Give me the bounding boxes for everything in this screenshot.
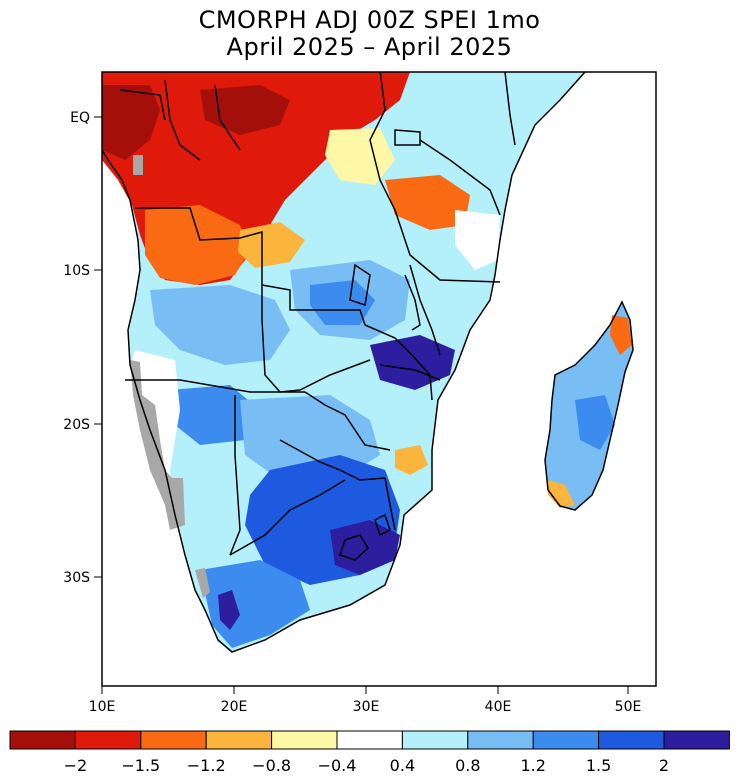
x-tick-label: 50E bbox=[615, 699, 642, 715]
no-data-region bbox=[195, 568, 210, 598]
severe-dry-patch bbox=[102, 85, 160, 160]
x-tick-label: 30E bbox=[353, 699, 380, 715]
colorbar-label: 0.8 bbox=[455, 756, 480, 775]
colorbar-swatch bbox=[598, 730, 665, 750]
wet-patch bbox=[150, 285, 290, 365]
colorbar-label: −0.8 bbox=[252, 756, 291, 775]
y-tick-label: EQ bbox=[70, 110, 90, 126]
very-wet-patch bbox=[310, 280, 375, 325]
colorbar-label: 1.2 bbox=[520, 756, 545, 775]
colorbar-swatch bbox=[205, 730, 273, 750]
colorbar-swatch bbox=[74, 730, 142, 750]
colorbar-swatch bbox=[467, 730, 534, 750]
colorbar-label: −1.2 bbox=[187, 756, 226, 775]
axis-ticks bbox=[94, 116, 629, 694]
y-tick-label: 20S bbox=[63, 417, 90, 433]
colorbar-swatch bbox=[532, 730, 600, 750]
map-title: CMORPH ADJ 00Z SPEI 1mo bbox=[198, 6, 541, 34]
no-data-region bbox=[133, 155, 143, 175]
moderate-dry-patch bbox=[385, 175, 470, 230]
colorbar-swatch bbox=[9, 730, 76, 750]
y-tick-label: 30S bbox=[63, 570, 90, 586]
colorbar-swatch bbox=[663, 730, 730, 750]
no-data-region bbox=[130, 360, 185, 530]
colorbar-label: −2 bbox=[64, 756, 88, 775]
y-tick-label: 10S bbox=[63, 263, 90, 279]
extreme-wet-patch bbox=[370, 335, 455, 390]
colorbar-swatch bbox=[140, 730, 207, 750]
colorbar-label: 1.5 bbox=[586, 756, 611, 775]
map-subtitle: April 2025 – April 2025 bbox=[226, 33, 513, 61]
dry-patch-madagascar bbox=[548, 480, 575, 508]
map-area bbox=[102, 72, 634, 653]
colorbar-label: 2 bbox=[659, 756, 669, 775]
colorbar-label: 0.4 bbox=[390, 756, 415, 775]
colorbar-swatch bbox=[336, 730, 403, 750]
colorbar-swatch bbox=[401, 730, 469, 750]
colorbar-swatch bbox=[271, 730, 338, 750]
map-frame bbox=[101, 71, 657, 687]
x-tick-label: 40E bbox=[485, 699, 512, 715]
colorbar-label: −1.5 bbox=[121, 756, 160, 775]
dry-patch-madagascar bbox=[610, 315, 632, 355]
extreme-wet-patch bbox=[218, 590, 240, 630]
x-tick-label: 20E bbox=[221, 699, 248, 715]
x-tick-label: 10E bbox=[89, 699, 116, 715]
moderate-dry-patch bbox=[145, 205, 250, 285]
country-borders bbox=[102, 72, 634, 653]
wet-patch-madagascar bbox=[575, 395, 615, 450]
colorbar-label: −0.4 bbox=[318, 756, 357, 775]
colorbar: −2 −1.5 −1.2 −0.8 −0.4 0.4 0.8 1.2 1.5 2 bbox=[9, 730, 730, 775]
dry-patch-mozambique bbox=[395, 445, 428, 475]
near-normal-patch bbox=[455, 210, 500, 270]
wet-patch bbox=[170, 385, 260, 445]
